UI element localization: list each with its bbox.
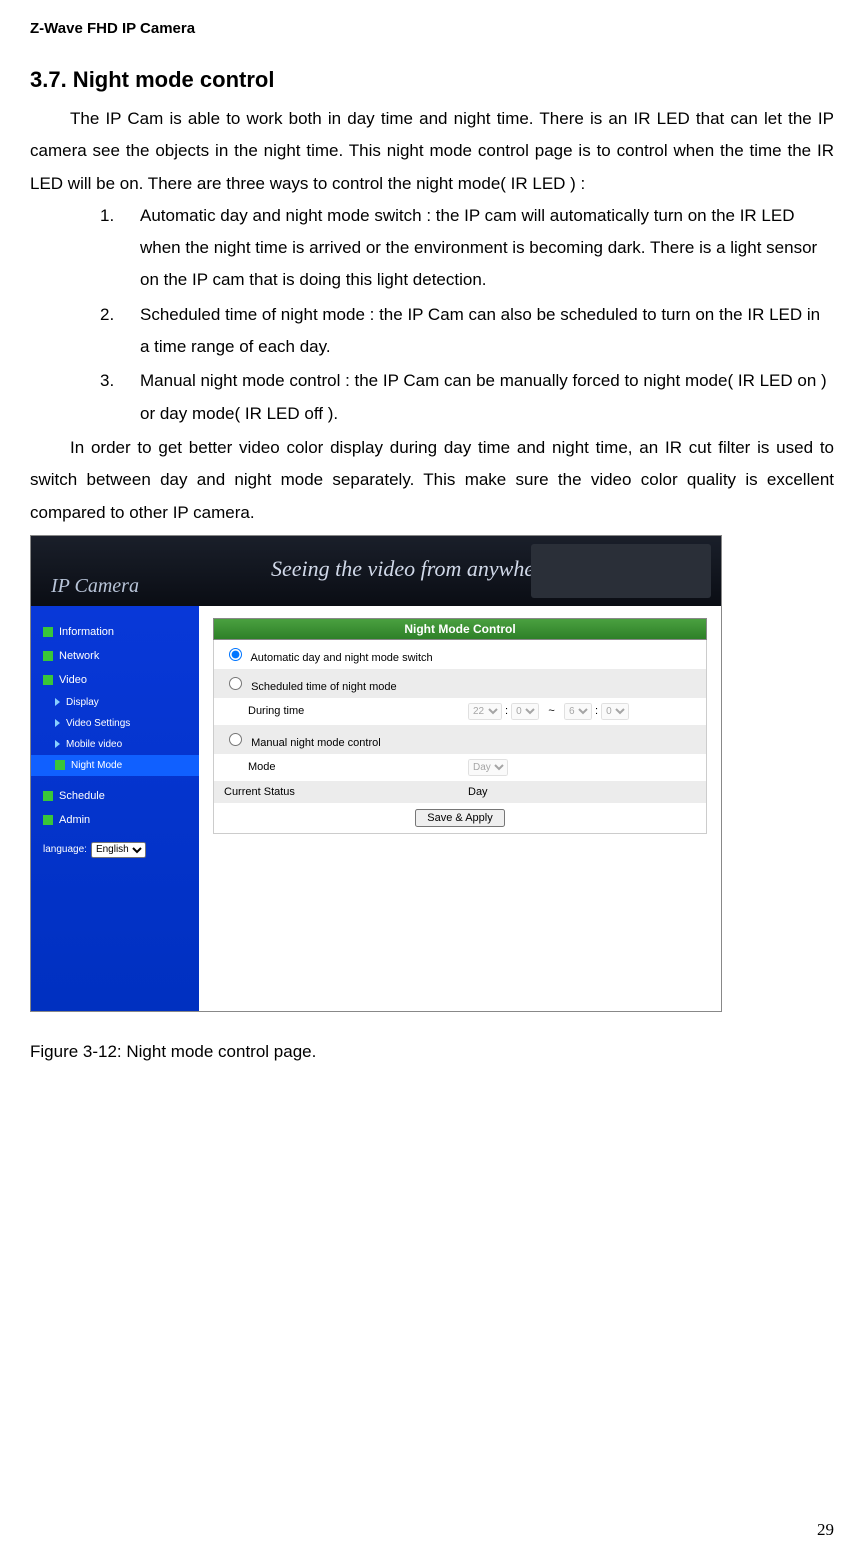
sidebar-label: Video bbox=[59, 674, 87, 686]
sidebar-subitem-display[interactable]: Display bbox=[31, 692, 199, 713]
sidebar-label: Night Mode bbox=[71, 760, 122, 771]
nav-arrow-icon bbox=[55, 719, 60, 727]
save-apply-button[interactable]: Save & Apply bbox=[415, 809, 504, 827]
sidebar-label: Information bbox=[59, 626, 114, 638]
radio-scheduled[interactable] bbox=[229, 677, 242, 690]
field-label: Mode bbox=[214, 754, 459, 781]
doc-header: Z-Wave FHD IP Camera bbox=[30, 20, 834, 37]
banner: IP Camera Seeing the video from anywhere bbox=[31, 536, 721, 606]
page-number: 29 bbox=[817, 1520, 834, 1540]
settings-form: Automatic day and night mode switch Sche… bbox=[213, 640, 707, 834]
hour-to-select[interactable]: 6 bbox=[564, 703, 592, 720]
figure-caption: Figure 3-12: Night mode control page. bbox=[30, 1042, 834, 1062]
table-row: Save & Apply bbox=[214, 803, 707, 834]
sidebar: Information Network Video Display Video … bbox=[31, 606, 199, 1011]
sidebar-subitem-night-mode[interactable]: Night Mode bbox=[31, 755, 199, 776]
panel-title: Night Mode Control bbox=[213, 618, 707, 640]
paragraph-intro: The IP Cam is able to work both in day t… bbox=[30, 103, 834, 200]
sidebar-label: Mobile video bbox=[66, 739, 122, 750]
banner-image bbox=[531, 544, 711, 598]
table-row: Automatic day and night mode switch bbox=[214, 640, 707, 669]
list-item: 1. Automatic day and night mode switch :… bbox=[100, 200, 834, 297]
option-label: Manual night mode control bbox=[251, 737, 381, 749]
nav-bullet-icon bbox=[43, 675, 53, 685]
nav-bullet-icon bbox=[43, 815, 53, 825]
table-row: Scheduled time of night mode bbox=[214, 669, 707, 698]
field-label: During time bbox=[214, 698, 459, 725]
list-text: Manual night mode control : the IP Cam c… bbox=[140, 371, 827, 422]
nav-arrow-icon bbox=[55, 698, 60, 706]
table-row: Current Status Day bbox=[214, 781, 707, 803]
banner-logo-text: IP Camera bbox=[51, 575, 139, 598]
table-row: Mode Day bbox=[214, 754, 707, 781]
sidebar-item-video[interactable]: Video bbox=[31, 668, 199, 692]
sidebar-label: Schedule bbox=[59, 790, 105, 802]
numbered-list: 1. Automatic day and night mode switch :… bbox=[30, 200, 834, 430]
nav-bullet-icon bbox=[43, 651, 53, 661]
list-text: Scheduled time of night mode : the IP Ca… bbox=[140, 305, 820, 356]
nav-bullet-icon bbox=[43, 791, 53, 801]
sidebar-label: Display bbox=[66, 697, 99, 708]
sidebar-label: Video Settings bbox=[66, 718, 130, 729]
sidebar-item-information[interactable]: Information bbox=[31, 620, 199, 644]
option-label: Scheduled time of night mode bbox=[251, 681, 397, 693]
nav-arrow-icon bbox=[55, 740, 60, 748]
hour-from-select[interactable]: 22 bbox=[468, 703, 502, 720]
radio-manual[interactable] bbox=[229, 733, 242, 746]
radio-auto[interactable] bbox=[229, 648, 242, 661]
nav-bullet-icon bbox=[55, 760, 65, 770]
sidebar-item-network[interactable]: Network bbox=[31, 644, 199, 668]
list-item: 2. Scheduled time of night mode : the IP… bbox=[100, 299, 834, 364]
nav-bullet-icon bbox=[43, 627, 53, 637]
status-value: Day bbox=[458, 781, 707, 803]
option-label: Automatic day and night mode switch bbox=[250, 652, 432, 664]
sidebar-item-schedule[interactable]: Schedule bbox=[31, 784, 199, 808]
content-panel: Night Mode Control Automatic day and nig… bbox=[199, 606, 721, 1011]
sidebar-label: Network bbox=[59, 650, 99, 662]
paragraph-footer: In order to get better video color displ… bbox=[30, 432, 834, 529]
list-number: 3. bbox=[100, 365, 114, 397]
mode-select[interactable]: Day bbox=[468, 759, 508, 776]
language-selector-row: language: English bbox=[31, 832, 199, 858]
list-number: 2. bbox=[100, 299, 114, 331]
minute-to-select[interactable]: 0 bbox=[601, 703, 629, 720]
sidebar-subitem-mobile-video[interactable]: Mobile video bbox=[31, 734, 199, 755]
sidebar-item-admin[interactable]: Admin bbox=[31, 808, 199, 832]
time-separator: ~ bbox=[548, 705, 554, 717]
sidebar-label: Admin bbox=[59, 814, 90, 826]
list-number: 1. bbox=[100, 200, 114, 232]
field-label: Current Status bbox=[214, 781, 459, 803]
minute-from-select[interactable]: 0 bbox=[511, 703, 539, 720]
language-select[interactable]: English bbox=[91, 842, 146, 858]
table-row: Manual night mode control bbox=[214, 725, 707, 754]
sidebar-subitem-video-settings[interactable]: Video Settings bbox=[31, 713, 199, 734]
embedded-screenshot: IP Camera Seeing the video from anywhere… bbox=[30, 535, 722, 1012]
list-text: Automatic day and night mode switch : th… bbox=[140, 206, 817, 290]
banner-slogan: Seeing the video from anywhere bbox=[271, 556, 552, 582]
language-label: language: bbox=[43, 844, 87, 855]
section-title: 3.7. Night mode control bbox=[30, 67, 834, 93]
table-row: During time 22 : 0 ~ 6 : 0 bbox=[214, 698, 707, 725]
list-item: 3. Manual night mode control : the IP Ca… bbox=[100, 365, 834, 430]
